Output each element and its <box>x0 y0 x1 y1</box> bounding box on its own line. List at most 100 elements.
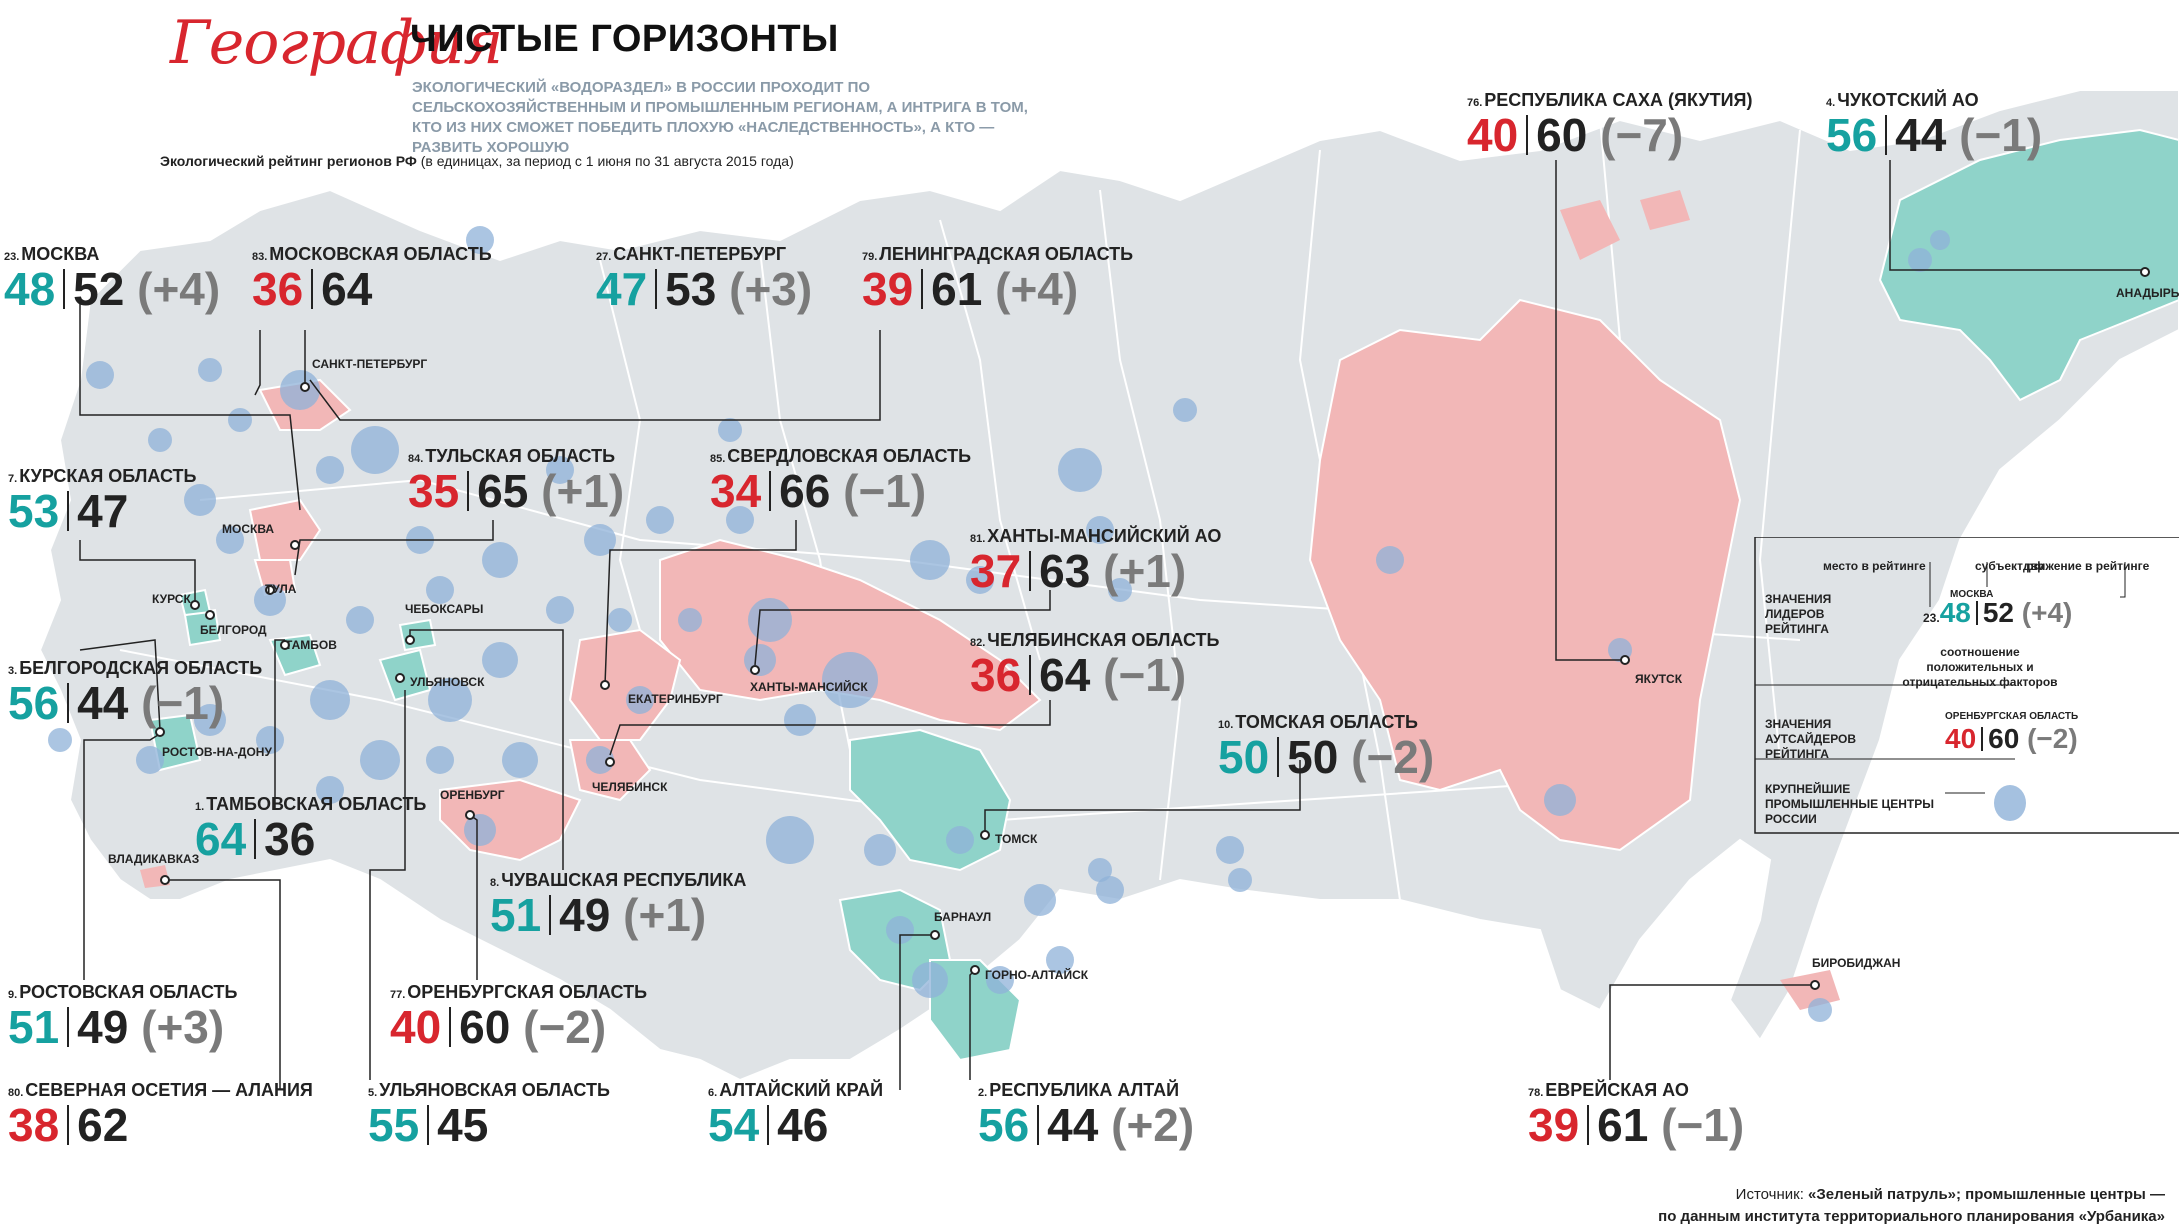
region-neg-value: 45 <box>437 1099 489 1151</box>
region-label: 8. Чувашская Республика 51 49 (+1) <box>490 870 746 941</box>
region-title: Белгородская область <box>19 658 263 678</box>
region-values: 34 66 (−1) <box>710 465 971 517</box>
region-pos-value: 48 <box>4 263 56 315</box>
region-name: 7. Курская область <box>8 466 196 487</box>
region-neg-value: 60 <box>459 1001 511 1053</box>
region-label: 1. Тамбовская область 64 36 <box>195 794 426 865</box>
region-title: Алтайский край <box>719 1080 884 1100</box>
chukotka-region <box>1878 128 2179 402</box>
region-pos-value: 55 <box>368 1099 420 1151</box>
subtitle-rest: (в единицах, за период с 1 июня по 31 ав… <box>416 153 794 169</box>
subtitle-bold: Экологический рейтинг регионов РФ <box>160 153 417 169</box>
city-label: Анадырь <box>2116 286 2179 300</box>
city-label: Челябинск <box>592 780 668 794</box>
region-rank: 8. <box>490 877 500 889</box>
city-label: Горно-Алтайск <box>985 968 1089 982</box>
region-rank: 83. <box>252 251 268 263</box>
region-name: 77. Оренбургская область <box>390 982 647 1003</box>
region-pos-value: 39 <box>862 263 914 315</box>
region-neg-value: 63 <box>1039 545 1091 597</box>
city-label: Ханты-Мансийск <box>750 680 868 694</box>
region-values: 40 60 (−2) <box>390 1001 647 1053</box>
khmao-region <box>659 538 1042 732</box>
region-values: 38 62 <box>8 1099 313 1151</box>
value-separator <box>1885 115 1888 155</box>
region-pos-value: 56 <box>1826 109 1878 161</box>
source-prefix: Источник: <box>1735 1186 1809 1203</box>
legend-outsiders: значения аутсайдеров рейтинга <box>1765 717 1857 761</box>
source-line1: «Зеленый патруль»; промышленные центры — <box>1808 1186 2165 1203</box>
legend-outsider-value: 40 60 (−2) <box>1945 723 2078 755</box>
value-separator <box>311 269 314 309</box>
region-rank: 85. <box>710 453 726 465</box>
region-neg-value: 47 <box>77 485 129 537</box>
region-change: (+1) <box>623 889 707 941</box>
region-rank: 77. <box>390 989 406 1001</box>
region-title: Тульская область <box>425 446 615 466</box>
legend-sample-chg: (+4) <box>2021 597 2073 628</box>
region-name: 3. Белгородская область <box>8 658 262 679</box>
region-rank: 1. <box>195 801 205 813</box>
region-pos-value: 56 <box>978 1099 1030 1151</box>
region-change: (−1) <box>1103 649 1187 701</box>
region-neg-value: 61 <box>1597 1099 1649 1151</box>
value-separator <box>67 1007 70 1047</box>
region-label: 76. Республика Саха (Якутия) 40 60 (−7) <box>1467 90 1752 161</box>
value-separator <box>67 1105 70 1145</box>
region-name: 5. Ульяновская область <box>368 1080 610 1101</box>
region-values: 40 60 (−7) <box>1467 109 1752 161</box>
region-pos-value: 36 <box>970 649 1022 701</box>
legend-industrial: крупнейшие промышленные центры России <box>1765 782 1934 826</box>
city-label: Чебоксары <box>405 602 484 616</box>
industrial-centers <box>48 226 1950 1022</box>
city-label: Ульяновск <box>410 675 485 689</box>
city-label: Томск <box>995 832 1038 846</box>
region-label: 4. Чукотский АО 56 44 (−1) <box>1826 90 2042 161</box>
region-label: 77. Оренбургская область 40 60 (−2) <box>390 982 647 1053</box>
region-label: 81. Ханты-Мансийский АО 37 63 (+1) <box>970 526 1221 597</box>
value-separator <box>67 683 70 723</box>
region-label: 10. Томская область 50 50 (−2) <box>1218 712 1434 783</box>
region-values: 56 44 (+2) <box>978 1099 1194 1151</box>
region-neg-value: 44 <box>77 677 129 729</box>
region-change: (−1) <box>843 465 927 517</box>
city-label: Курск <box>152 592 191 606</box>
yakutia-region <box>1308 298 1742 852</box>
legend-frame <box>1754 537 2179 834</box>
region-neg-value: 44 <box>1047 1099 1099 1151</box>
region-values: 35 65 (+1) <box>408 465 624 517</box>
region-label: 7. Курская область 53 47 <box>8 466 196 537</box>
region-name: 85. Свердловская область <box>710 446 971 467</box>
region-title: Оренбургская область <box>407 982 648 1002</box>
city-label: Санкт-Петербург <box>312 357 428 371</box>
region-change: (+4) <box>995 263 1079 315</box>
region-pos-value: 64 <box>195 813 247 865</box>
region-title: Москва <box>21 244 100 264</box>
region-label: 78. Еврейская АО 39 61 (−1) <box>1528 1080 1744 1151</box>
region-name: 79. Ленинградская область <box>862 244 1133 265</box>
region-title: Республика Саха (Якутия) <box>1484 90 1753 110</box>
value-separator <box>1037 1105 1040 1145</box>
region-change: (+1) <box>541 465 625 517</box>
value-separator <box>921 269 924 309</box>
region-neg-value: 66 <box>779 465 831 517</box>
region-label: 82. Челябинская область 36 64 (−1) <box>970 630 1219 701</box>
legend-outsider-neg: 60 <box>1988 723 2020 754</box>
region-rank: 80. <box>8 1087 24 1099</box>
legend-movement: движение в рейтинге <box>2023 559 2150 573</box>
moscow-oblast-region <box>248 498 322 561</box>
legend-sample-value: 23.48 52 (+4) <box>1923 597 2072 629</box>
region-values: 56 44 (−1) <box>8 677 262 729</box>
legend-sample-pos: 48 <box>1939 597 1971 628</box>
region-name: 81. Ханты-Мансийский АО <box>970 526 1221 547</box>
region-neg-value: 50 <box>1287 731 1339 783</box>
region-title: Ульяновская область <box>379 1080 610 1100</box>
region-label: 23. Москва 48 52 (+4) <box>4 244 220 315</box>
region-title: Томская область <box>1235 712 1418 732</box>
region-rank: 3. <box>8 665 18 677</box>
city-label: Владикавказ <box>108 852 200 866</box>
ulyanovsk-region <box>378 648 432 702</box>
city-label: Белгород <box>200 623 267 637</box>
region-neg-value: 65 <box>477 465 529 517</box>
region-neg-value: 49 <box>77 1001 129 1053</box>
